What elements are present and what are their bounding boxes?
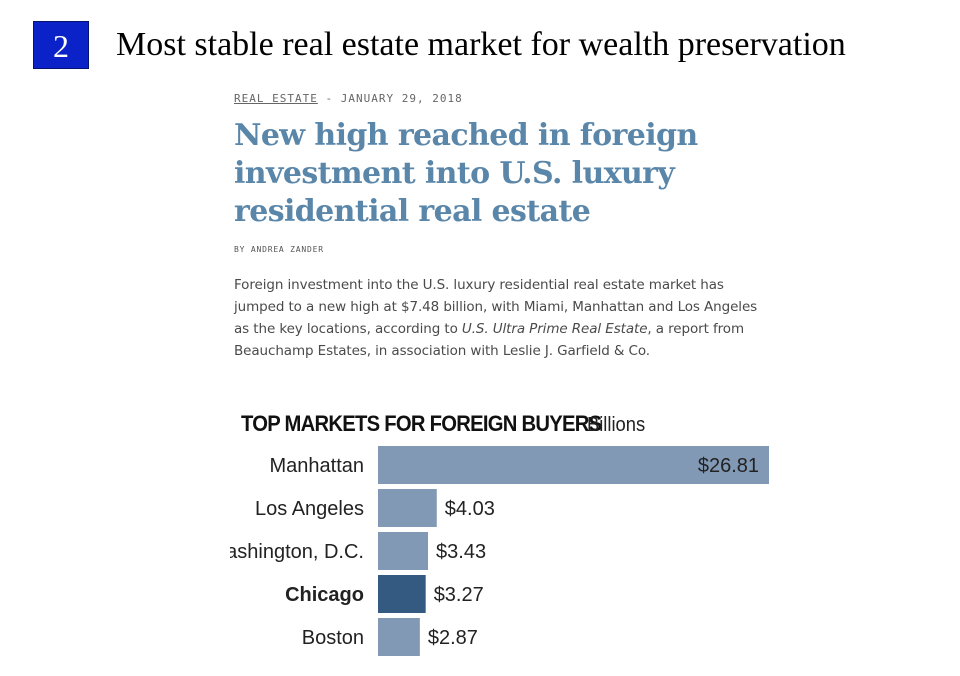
body-text-part1: Foreign investment into the U.S. luxury … (234, 277, 758, 337)
value-label: $3.43 (436, 541, 486, 563)
article-body: Foreign investment into the U.S. luxury … (234, 274, 774, 362)
body-text-part2: , a report from Beauchamp Estates, in as… (234, 321, 744, 359)
value-label: $2.87 (428, 627, 478, 649)
article-headline[interactable]: New high reached in foreign investment i… (234, 118, 698, 229)
bar-manhattan (378, 446, 769, 484)
slide-title: Most stable real estate market for wealt… (116, 26, 846, 63)
value-label: $3.27 (434, 584, 484, 606)
category-label: Los Angeles (255, 498, 364, 520)
bar-chicago (378, 575, 426, 613)
slide-number-badge: 2 (33, 21, 89, 69)
section-link[interactable]: REAL ESTATE (234, 92, 318, 105)
article-byline: BY ANDREA ZANDER (234, 245, 324, 254)
category-label: Chicago (285, 584, 364, 606)
report-title: U.S. Ultra Prime Real Estate (461, 321, 648, 337)
chart-title: TOP MARKETS FOR FOREIGN BUYERS (241, 412, 602, 436)
category-label: Boston (302, 627, 364, 649)
bar-washington-d-c (378, 532, 429, 570)
value-label: $26.81 (698, 455, 759, 477)
article-date: - JANUARY 29, 2018 (317, 92, 463, 105)
chart-unit: Billions (587, 414, 645, 436)
bar-boston (378, 618, 420, 656)
category-label: Washington, D.C. (230, 541, 364, 563)
bar-los-angeles (378, 489, 437, 527)
chart-area: TOP MARKETS FOR FOREIGN BUYERS Billions Ma… (208, 404, 790, 666)
value-label: $4.03 (445, 498, 495, 520)
article: REAL ESTATE - JANUARY 29, 2018 New high … (234, 92, 774, 362)
category-label: Manhattan (269, 455, 364, 477)
article-kicker: REAL ESTATE - JANUARY 29, 2018 (234, 92, 774, 105)
